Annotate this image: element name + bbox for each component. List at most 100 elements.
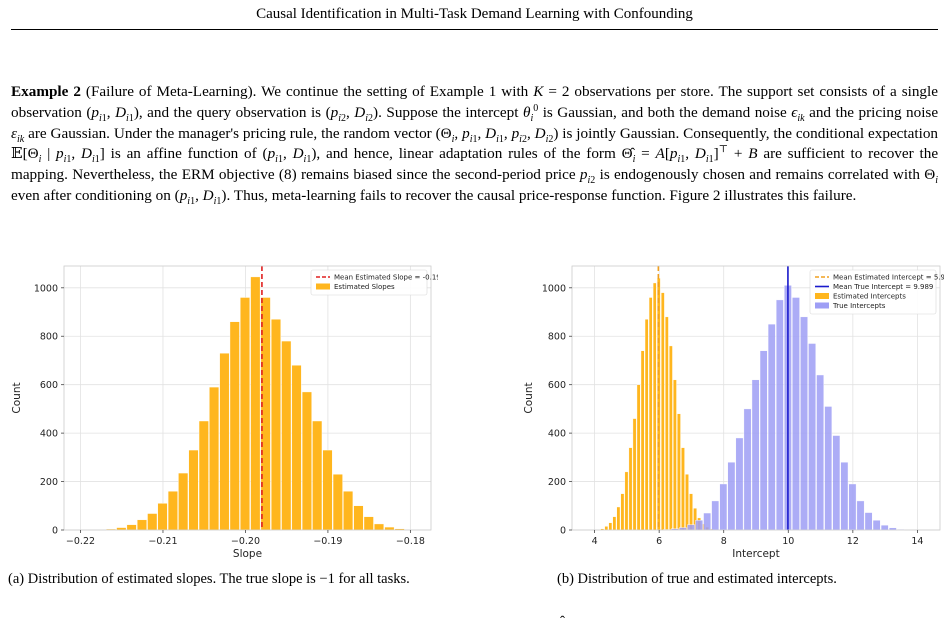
legend-label: True Intercepts: [832, 302, 886, 310]
histogram-bar: [199, 421, 209, 530]
legend-label: Estimated Slopes: [334, 283, 395, 291]
histogram-bar: [333, 474, 343, 530]
x-tick-label: 8: [721, 536, 727, 547]
text-run: are Gaussian. Under the manager's pricin…: [28, 125, 432, 142]
footer-fragment: ˆ: [560, 614, 565, 631]
histogram-bar: [271, 319, 281, 530]
histogram-bar: [768, 324, 775, 530]
x-tick-label: −0.18: [396, 536, 425, 547]
histogram-bar: [649, 297, 652, 530]
histogram-bar: [645, 319, 648, 530]
histogram-bar: [712, 501, 719, 530]
histogram-bar: [653, 283, 656, 530]
histogram-bar: [374, 524, 384, 530]
running-header: Causal Identification in Multi-Task Dema…: [0, 6, 949, 23]
histogram-bar: [282, 341, 292, 530]
x-tick-label: 4: [592, 536, 598, 547]
histogram-bar: [665, 317, 668, 530]
x-tick-label: 14: [911, 536, 923, 547]
histogram-bar: [629, 448, 632, 530]
example-heading: (Failure of Meta-Learning).: [86, 83, 257, 100]
text-run: and the pricing noise: [809, 104, 938, 121]
y-tick-label: 400: [40, 429, 58, 440]
x-tick-label: 12: [847, 536, 859, 547]
histogram-bar: [240, 297, 250, 530]
caption-a: (a) Distribution of estimated slopes. Th…: [8, 570, 428, 589]
histogram-bar: [857, 501, 864, 530]
legend-label: Estimated Intercepts: [833, 293, 906, 301]
histogram-bar: [613, 517, 616, 530]
histogram-bar: [178, 473, 188, 530]
y-tick-label: 1000: [34, 283, 58, 294]
histogram-bar: [637, 385, 640, 530]
histogram-bar: [209, 387, 219, 530]
y-tick-label: 800: [40, 332, 58, 343]
text-run: even after conditioning on: [11, 187, 171, 204]
histogram-bar: [695, 520, 702, 530]
y-tick-label: 800: [548, 332, 566, 343]
y-tick-label: 200: [40, 477, 58, 488]
text-run: . Thus, meta-learning fails to recover t…: [226, 187, 856, 204]
histogram-bar: [137, 520, 147, 530]
x-tick-label: 6: [656, 536, 662, 547]
y-axis-label: Count: [523, 382, 535, 413]
histogram-bar: [641, 351, 644, 530]
histogram-bar: [808, 344, 815, 530]
legend-patch-swatch: [815, 293, 829, 299]
histogram-bar: [841, 462, 848, 530]
histogram-bar: [673, 380, 676, 530]
histogram-bar: [251, 277, 261, 530]
histogram-bar: [865, 513, 872, 530]
slope-histogram: 02004006008001000−0.22−0.21−0.20−0.19−0.…: [8, 256, 438, 564]
legend-label: Mean True Intercept = 9.989: [833, 283, 933, 291]
histogram-bar: [302, 392, 312, 530]
histogram-bar: [728, 462, 735, 530]
histogram-bar: [364, 517, 374, 530]
x-tick-label: −0.20: [231, 536, 260, 547]
histogram-bar: [776, 300, 783, 530]
text-run: is an affine function of: [111, 145, 257, 162]
text-run: is Gaussian, and both the demand noise: [543, 104, 787, 121]
histogram-bar: [720, 484, 727, 530]
histogram-bar: [681, 448, 684, 530]
legend-patch-swatch: [316, 284, 330, 290]
histogram-bar: [817, 375, 824, 530]
x-tick-label: −0.21: [148, 536, 177, 547]
caption-b: (b) Distribution of true and estimated i…: [557, 570, 937, 589]
histogram-bar: [605, 526, 608, 530]
example-label: Example 2: [11, 83, 81, 100]
histogram-bar: [158, 503, 168, 530]
y-tick-label: 600: [40, 380, 58, 391]
y-tick-label: 400: [548, 429, 566, 440]
histogram-bar: [736, 438, 743, 530]
y-axis-label: Count: [11, 382, 23, 413]
histogram-bar: [609, 523, 612, 530]
histogram-bar: [385, 527, 395, 530]
y-tick-label: 600: [548, 380, 566, 391]
example-paragraph: Example 2 (Failure of Meta-Learning). We…: [11, 82, 938, 207]
histogram-bar: [873, 520, 880, 530]
histogram-bar: [800, 317, 807, 530]
histogram-bar: [881, 525, 888, 530]
histogram-bar: [323, 450, 333, 530]
histogram-bar: [849, 484, 856, 530]
legend-patch-swatch: [815, 303, 829, 309]
histogram-bar: [792, 297, 799, 530]
histogram-bar: [677, 414, 680, 530]
text-run: is jointly Gaussian. Consequently, the c…: [562, 125, 938, 142]
histogram-bar: [621, 494, 624, 530]
histogram-bar: [825, 406, 832, 530]
histogram-bar: [704, 513, 711, 530]
text-run: is endogenously chosen and remains corre…: [600, 166, 920, 183]
histogram-bar: [687, 525, 694, 530]
histogram-bar: [220, 353, 230, 530]
x-tick-label: −0.19: [313, 536, 342, 547]
y-tick-label: 0: [52, 526, 58, 537]
legend-label: Mean Estimated Slope = -0.198: [334, 274, 438, 282]
histogram-bar: [292, 365, 302, 530]
histogram-bar: [148, 514, 158, 530]
histogram-bar: [669, 346, 672, 530]
